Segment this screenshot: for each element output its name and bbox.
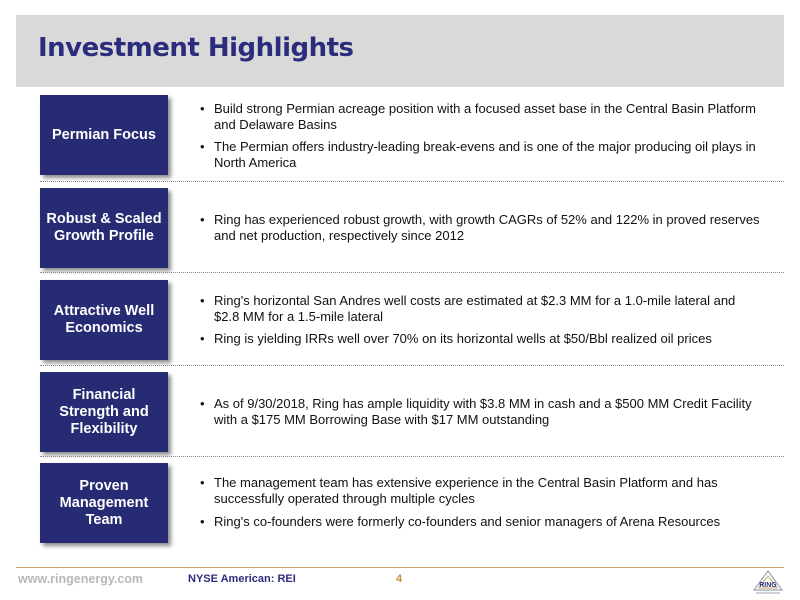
slide-title: Investment Highlights <box>38 33 354 63</box>
bullet-list: As of 9/30/2018, Ring has ample liquidit… <box>200 396 760 427</box>
highlight-label: Permian Focus <box>40 95 168 175</box>
bullet-list: Build strong Permian acreage position wi… <box>200 101 760 170</box>
bullet-item: The Permian offers industry-leading brea… <box>200 139 760 170</box>
row-separator <box>40 456 784 457</box>
bullet-list: Ring's horizontal San Andres well costs … <box>200 293 760 347</box>
footer-ticker: NYSE American: REI <box>188 573 296 585</box>
bullet-list: The management team has extensive experi… <box>200 475 760 530</box>
highlight-label: Robust & Scaled Growth Profile <box>40 188 168 268</box>
bullet-item: As of 9/30/2018, Ring has ample liquidit… <box>200 396 760 427</box>
bullet-item: The management team has extensive experi… <box>200 475 760 506</box>
bullet-item: Ring is yielding IRRs well over 70% on i… <box>200 331 760 347</box>
footer-rule <box>16 567 784 568</box>
highlight-row-management: Proven Management Team The management te… <box>40 463 784 543</box>
highlight-row-growth: Robust & Scaled Growth Profile Ring has … <box>40 188 784 268</box>
row-separator <box>40 365 784 366</box>
company-logo-icon: RING <box>752 570 784 594</box>
logo-text: RING <box>759 582 777 589</box>
row-separator <box>40 272 784 273</box>
highlight-label: Attractive Well Economics <box>40 280 168 360</box>
page-number: 4 <box>396 573 403 585</box>
highlight-row-permian: Permian Focus Build strong Permian acrea… <box>40 95 784 175</box>
bullet-item: Build strong Permian acreage position wi… <box>200 101 760 132</box>
row-separator <box>40 181 784 182</box>
title-band: Investment Highlights <box>16 15 784 87</box>
highlight-label: Proven Management Team <box>40 463 168 543</box>
bullet-list: Ring has experienced robust growth, with… <box>200 212 760 243</box>
bullet-item: Ring has experienced robust growth, with… <box>200 212 760 243</box>
highlight-row-economics: Attractive Well Economics Ring's horizon… <box>40 280 784 360</box>
highlight-row-financial: Financial Strength and Flexibility As of… <box>40 372 784 452</box>
bullet-item: Ring's horizontal San Andres well costs … <box>200 293 760 324</box>
footer-website-link[interactable]: www.ringenergy.com <box>18 572 144 586</box>
highlight-label: Financial Strength and Flexibility <box>40 372 168 452</box>
bullet-item: Ring's co-founders were formerly co-foun… <box>200 514 760 530</box>
